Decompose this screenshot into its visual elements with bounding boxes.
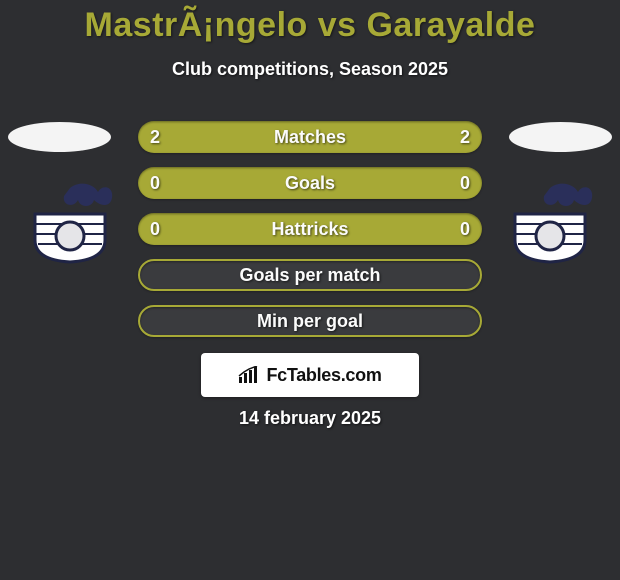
stat-row-hattricks: 0 Hattricks 0 (138, 213, 482, 245)
stat-right-value: 0 (460, 173, 470, 194)
fctables-logo[interactable]: FcTables.com (201, 353, 419, 397)
stat-row-goals-per-match: Goals per match (138, 259, 482, 291)
stat-label: Goals per match (140, 265, 480, 286)
stat-left-value: 2 (150, 127, 160, 148)
club-crest-right (500, 178, 600, 264)
stat-label: Matches (138, 127, 482, 148)
page-title: MastrÃ¡ngelo vs Garayalde (0, 0, 620, 45)
stat-left-value: 0 (150, 173, 160, 194)
stat-label: Min per goal (140, 311, 480, 332)
stat-row-min-per-goal: Min per goal (138, 305, 482, 337)
stat-label: Hattricks (138, 219, 482, 240)
stat-label: Goals (138, 173, 482, 194)
stat-right-value: 0 (460, 219, 470, 240)
comparison-card: MastrÃ¡ngelo vs Garayalde Club competiti… (0, 0, 620, 580)
player-photo-right (509, 122, 612, 152)
stat-row-goals: 0 Goals 0 (138, 167, 482, 199)
stat-left-value: 0 (150, 219, 160, 240)
bar-chart-icon (238, 366, 260, 384)
club-crest-left (20, 178, 120, 264)
player-photo-left (8, 122, 111, 152)
stat-bars: 2 Matches 2 0 Goals 0 0 Hattricks 0 Goal… (138, 121, 482, 351)
stat-row-matches: 2 Matches 2 (138, 121, 482, 153)
date-text: 14 february 2025 (0, 408, 620, 429)
subtitle: Club competitions, Season 2025 (0, 59, 620, 80)
logo-text: FcTables.com (266, 365, 381, 386)
stat-right-value: 2 (460, 127, 470, 148)
